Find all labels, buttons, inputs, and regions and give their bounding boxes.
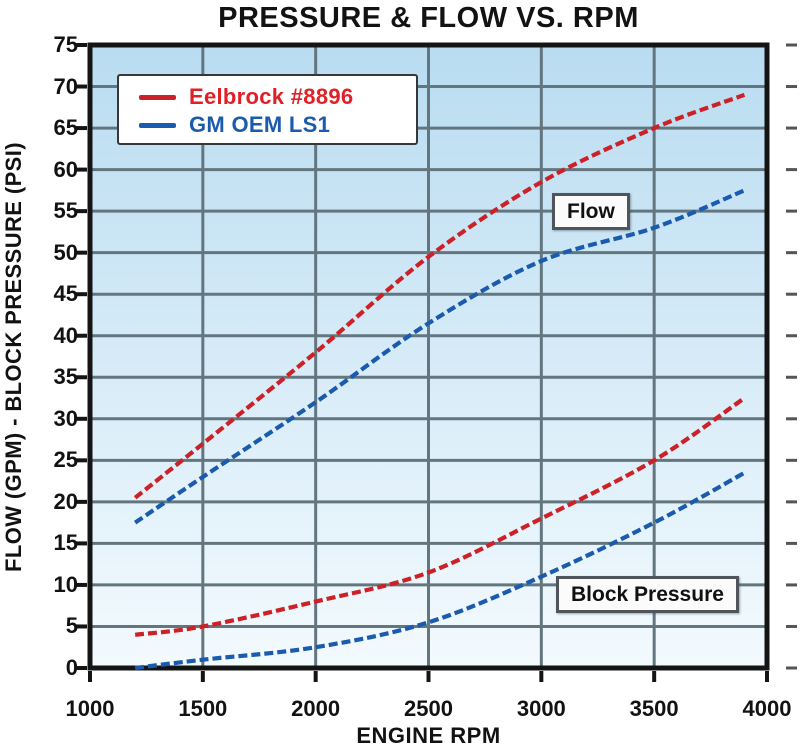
legend-item-eelbrock: Eelbrock #8896 <box>119 83 416 111</box>
y-tick-label: 5 <box>65 613 78 639</box>
legend-line-red-icon <box>139 94 176 100</box>
x-tick-label: 1000 <box>65 696 115 721</box>
y-tick-label: 20 <box>53 488 78 514</box>
series-line-1 <box>133 188 746 525</box>
x-tick-label: 1500 <box>178 696 228 721</box>
legend: Eelbrock #8896 GM OEM LS1 <box>117 74 418 145</box>
y-tick-label: 15 <box>53 530 78 556</box>
y-tick-label: 75 <box>53 32 78 57</box>
legend-item-gm-oem-ls1: GM OEM LS1 <box>119 111 416 139</box>
flow-curve-label: Flow <box>552 193 630 230</box>
y-tick-label: 70 <box>53 73 78 99</box>
y-tick-label: 30 <box>53 405 78 431</box>
block-pressure-curve-label: Block Pressure <box>556 576 739 613</box>
x-tick-label: 4000 <box>742 696 792 721</box>
x-tick-label: 2000 <box>291 696 341 721</box>
y-tick-label: 55 <box>53 198 78 224</box>
x-tick-label: 3500 <box>629 696 679 721</box>
chart-title: PRESSURE & FLOW VS. RPM <box>218 2 639 34</box>
x-tick-label: 3000 <box>516 696 566 721</box>
series-line-3 <box>134 470 746 671</box>
y-tick-label: 35 <box>53 364 78 390</box>
y-tick-label: 45 <box>53 281 78 307</box>
axis-frame <box>87 42 770 671</box>
legend-label-gm-oem-ls1: GM OEM LS1 <box>189 112 331 137</box>
y-tick-label: 50 <box>53 239 78 265</box>
y-tick-label: 0 <box>65 655 78 680</box>
y-tick-label: 10 <box>53 571 78 597</box>
y-tick-label: 60 <box>53 156 78 182</box>
legend-line-blue-icon <box>139 122 176 128</box>
y-tick-label: 65 <box>53 115 78 141</box>
y-tick-label: 25 <box>53 447 78 473</box>
series-line-0 <box>133 92 746 500</box>
series-line-2 <box>134 396 746 637</box>
x-axis-title: ENGINE RPM <box>356 723 501 748</box>
legend-label-eelbrock: Eelbrock #8896 <box>189 84 354 109</box>
y-tick-label: 40 <box>53 322 78 348</box>
x-tick-label: 2500 <box>404 696 453 721</box>
